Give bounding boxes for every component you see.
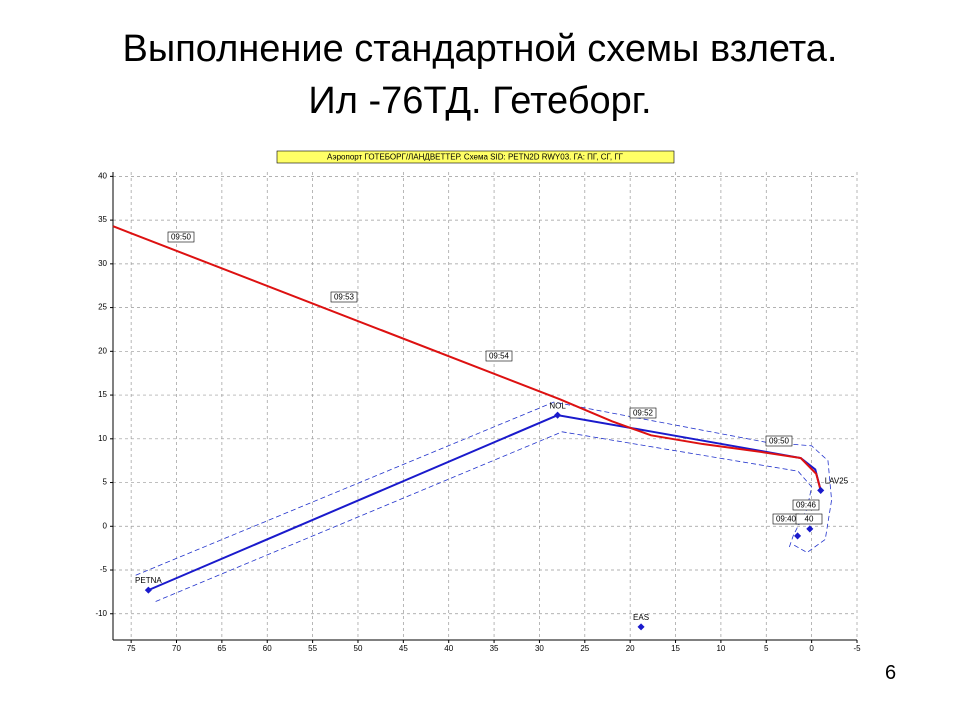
x-tick-label: 70: [172, 644, 181, 653]
time-label: 09:50: [769, 437, 790, 446]
x-tick-label: 55: [308, 644, 317, 653]
track-line: [112, 225, 822, 491]
x-tick-label: 75: [127, 644, 136, 653]
track-line: [155, 431, 813, 602]
y-tick-label: 5: [103, 478, 108, 487]
time-label: 09:50: [171, 233, 192, 242]
x-tick-label: 60: [263, 644, 272, 653]
y-tick-label: 15: [98, 390, 107, 399]
waypoint: [794, 532, 802, 540]
y-tick-label: -5: [100, 565, 108, 574]
time-box: [792, 499, 820, 511]
waypoint: [817, 486, 825, 494]
chart-title-box: [276, 150, 675, 164]
time-box: [330, 291, 358, 303]
time-label: 09:53: [334, 293, 355, 302]
track-line: [135, 401, 832, 576]
waypoint-label: PETNA: [135, 576, 162, 585]
time-label: 09:52: [633, 409, 654, 418]
time-box: [765, 435, 793, 447]
time-label: 09:40: [776, 515, 797, 524]
x-tick-label: 35: [490, 644, 499, 653]
waypoint-label: NOL: [549, 401, 566, 410]
x-tick-label: -5: [853, 644, 861, 653]
page-number: 6: [885, 662, 897, 684]
waypoint-label: EAS: [633, 613, 649, 622]
waypoint: [554, 411, 562, 419]
chart-title: Аэропорт ГОТЕБОРГ/ЛАНДВЕТТЕР. Схема SID:…: [327, 153, 624, 162]
y-tick-label: 40: [98, 171, 107, 180]
x-tick-label: 30: [535, 644, 544, 653]
y-tick-label: 35: [98, 215, 107, 224]
time-box: [167, 231, 195, 243]
x-tick-label: 15: [671, 644, 680, 653]
x-tick-label: 65: [217, 644, 226, 653]
x-tick-label: 5: [764, 644, 769, 653]
y-tick-label: 20: [98, 346, 107, 355]
x-tick-label: 40: [444, 644, 453, 653]
y-tick-label: -10: [95, 609, 107, 618]
x-tick-label: 25: [580, 644, 589, 653]
time-box: [795, 513, 823, 525]
time-label: 40: [805, 515, 814, 524]
waypoint-label: LAV25: [825, 477, 849, 486]
y-tick-label: 25: [98, 303, 107, 312]
y-tick-label: 10: [98, 434, 107, 443]
y-tick-label: 30: [98, 259, 107, 268]
time-label: 09:54: [489, 352, 510, 361]
waypoint: [144, 586, 152, 594]
time-label: 09:46: [796, 501, 817, 510]
x-tick-label: 50: [354, 644, 363, 653]
y-tick-label: 0: [103, 521, 108, 530]
slide-title: Ил -76ТД. Гетеборг.: [308, 80, 652, 122]
time-box: [485, 350, 513, 362]
track-line: [147, 414, 822, 592]
slide-title: Выполнение стандартной схемы взлета.: [122, 28, 838, 70]
waypoint: [637, 623, 645, 631]
waypoint: [806, 525, 814, 533]
x-tick-label: 20: [626, 644, 635, 653]
x-tick-label: 45: [399, 644, 408, 653]
x-tick-label: 10: [716, 644, 725, 653]
x-tick-label: 0: [809, 644, 814, 653]
time-box: [629, 407, 657, 419]
